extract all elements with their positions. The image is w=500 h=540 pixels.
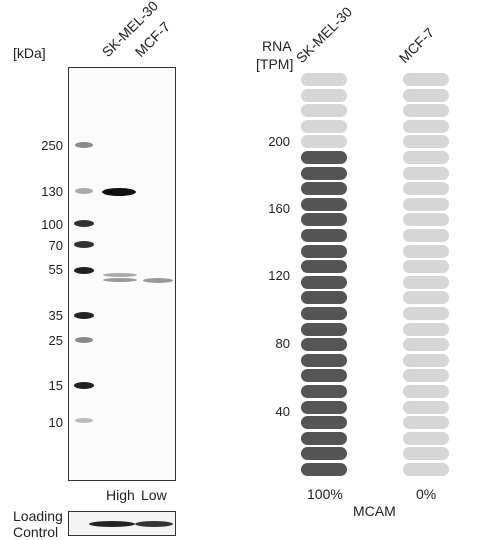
- lane-level-low: Low: [141, 487, 167, 503]
- rna-bar-filled: [301, 400, 347, 414]
- ladder-band-10: [75, 418, 93, 423]
- rna-tick-200: 200: [268, 134, 290, 149]
- loading-band-low: [135, 521, 173, 527]
- rna-bar-empty: [403, 338, 449, 352]
- lane-level-high: High: [106, 487, 135, 503]
- rna-bars-mcf-7: [403, 73, 449, 477]
- ladder-band-100: [74, 220, 94, 227]
- rna-bar-empty: [403, 291, 449, 305]
- rna-tick-40: 40: [275, 404, 290, 419]
- rna-bar-empty: [403, 385, 449, 398]
- rna-bar-empty: [403, 307, 449, 320]
- rna-bar-filled: [301, 244, 347, 258]
- loading-control-blot: [68, 511, 176, 536]
- marker-10: 10: [48, 415, 63, 430]
- rna-bar-filled: [301, 463, 347, 476]
- rna-bar-empty: [403, 182, 449, 196]
- rna-bar-filled: [301, 369, 347, 383]
- rna-bar-empty: [403, 166, 449, 180]
- rna-bar-filled: [301, 338, 347, 352]
- rna-bar-empty: [403, 244, 449, 258]
- rna-bar-empty: [403, 88, 449, 102]
- rna-bar-filled: [301, 275, 347, 289]
- rna-bar-filled: [301, 416, 347, 430]
- rna-bar-empty: [403, 275, 449, 289]
- rna-bar-filled: [301, 385, 347, 398]
- rna-bar-empty: [403, 416, 449, 430]
- marker-70: 70: [48, 238, 63, 253]
- rna-bar-filled: [301, 197, 347, 211]
- rna-bar-empty: [403, 135, 449, 149]
- rna-tick-120: 120: [268, 268, 290, 283]
- marker-100: 100: [41, 217, 63, 232]
- rna-bar-empty: [301, 88, 347, 102]
- sk-mel-30-band-55b: [103, 278, 137, 282]
- rna-bar-empty: [403, 197, 449, 211]
- rna-bar-empty: [403, 151, 449, 164]
- rna-bar-empty: [301, 119, 347, 133]
- rna-header-sk-mel-30: SK-MEL-30: [292, 3, 356, 67]
- kda-label: [kDa]: [13, 45, 46, 61]
- rna-bar-empty: [403, 104, 449, 118]
- rna-bar-empty: [403, 229, 449, 242]
- rna-tick-80: 80: [275, 336, 290, 351]
- rna-bar-filled: [301, 213, 347, 227]
- rna-bar-filled: [301, 166, 347, 180]
- western-blot-image: [68, 67, 176, 481]
- rna-header-mcf-7: MCF-7: [395, 24, 438, 66]
- rna-bar-filled: [301, 447, 347, 461]
- rna-bar-empty: [301, 104, 347, 118]
- marker-25: 25: [48, 333, 63, 348]
- marker-130: 130: [41, 184, 63, 199]
- rna-percent-mcf-7: 0%: [416, 486, 437, 502]
- sk-mel-30-band-130: [102, 188, 136, 196]
- rna-bar-empty: [403, 463, 449, 476]
- rna-bars-sk-mel-30: [301, 73, 347, 477]
- rna-bar-empty: [403, 322, 449, 336]
- rna-bar-filled: [301, 307, 347, 320]
- sk-mel-30-band-55a: [103, 273, 137, 277]
- rna-header: RNA: [262, 38, 292, 54]
- rna-percent-sk-mel-30: 100%: [307, 486, 343, 502]
- rna-bar-filled: [301, 431, 347, 445]
- loading-control-label: Loading Control: [13, 508, 63, 540]
- rna-bar-empty: [403, 119, 449, 133]
- rna-bar-empty: [301, 73, 347, 86]
- marker-55: 55: [48, 262, 63, 277]
- ladder-band-15: [74, 382, 94, 389]
- rna-tick-160: 160: [268, 201, 290, 216]
- mcf-7-band-55: [143, 278, 173, 283]
- marker-15: 15: [48, 378, 63, 393]
- ladder-band-70: [74, 241, 94, 248]
- rna-bar-empty: [403, 353, 449, 367]
- rna-bar-empty: [301, 135, 347, 149]
- ladder-band-55: [74, 267, 94, 274]
- rna-bar-empty: [403, 447, 449, 461]
- ladder-band-35: [74, 312, 94, 319]
- rna-bar-filled: [301, 260, 347, 274]
- rna-bar-empty: [403, 260, 449, 274]
- rna-bar-empty: [403, 369, 449, 383]
- rna-bar-filled: [301, 151, 347, 164]
- rna-header-unit: [TPM]: [256, 56, 294, 72]
- loading-band-high: [89, 521, 135, 527]
- rna-bar-filled: [301, 353, 347, 367]
- rna-bar-filled: [301, 229, 347, 242]
- marker-250: 250: [41, 138, 63, 153]
- rna-bar-empty: [403, 213, 449, 227]
- rna-bar-filled: [301, 322, 347, 336]
- ladder-band-250: [75, 142, 93, 148]
- rna-bar-filled: [301, 182, 347, 196]
- rna-bar-empty: [403, 431, 449, 445]
- rna-bar-empty: [403, 400, 449, 414]
- gene-name: MCAM: [353, 503, 396, 519]
- ladder-band-25: [75, 337, 93, 343]
- rna-bar-filled: [301, 291, 347, 305]
- marker-35: 35: [48, 308, 63, 323]
- ladder-band-130: [75, 188, 93, 194]
- rna-bar-empty: [403, 73, 449, 86]
